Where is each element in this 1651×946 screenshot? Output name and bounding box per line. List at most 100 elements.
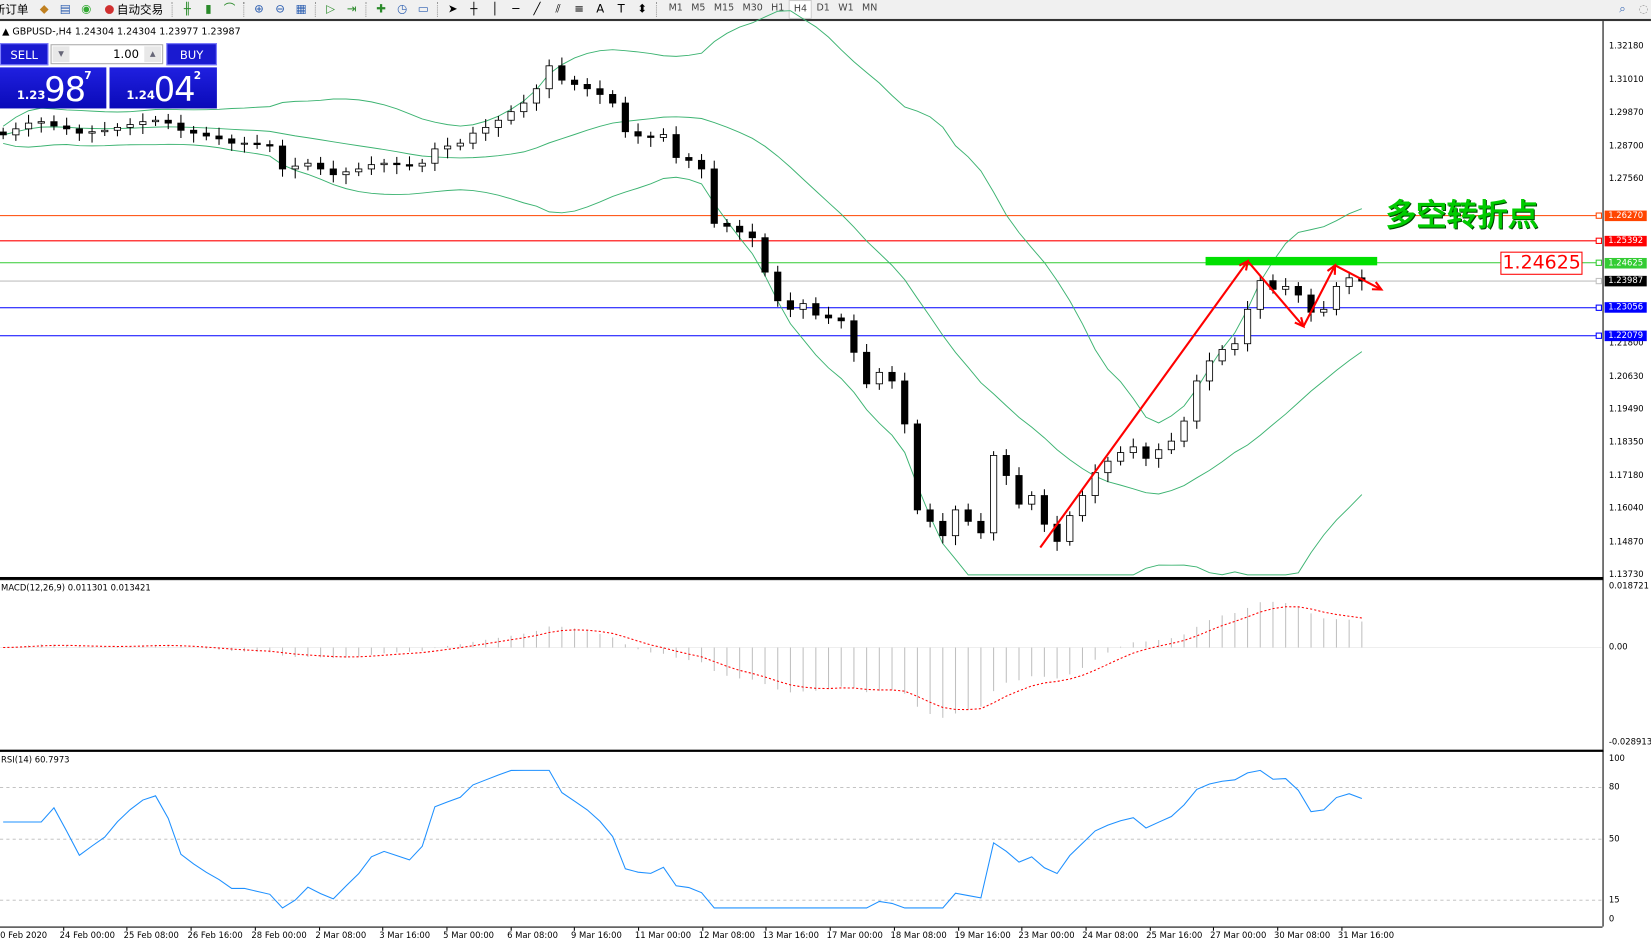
- separator: [171, 2, 174, 17]
- time-axis-label: 31 Mar 16:00: [1337, 930, 1395, 941]
- lot-increase-icon[interactable]: ▲: [144, 46, 162, 63]
- macd-title: MACD(12,26,9) 0.011301 0.013421: [1, 583, 151, 593]
- candle-bearish: [609, 94, 617, 104]
- templates-icon[interactable]: ▭: [417, 2, 429, 16]
- candle-bullish: [799, 303, 807, 310]
- separator: [655, 2, 658, 17]
- auto-trading-label: 自动交易: [116, 3, 164, 17]
- trendline-icon[interactable]: ╱: [533, 2, 541, 16]
- price-axis-label: 1.16040: [1608, 503, 1644, 513]
- time-tick: [318, 927, 320, 931]
- rsi-panel[interactable]: [0, 750, 1604, 927]
- ask-price-box[interactable]: 1.24 04 2: [109, 67, 217, 110]
- rsi-line: [3, 769, 1363, 909]
- search-icon[interactable]: ⌕: [1619, 2, 1626, 16]
- crosshair-icon[interactable]: ┼: [470, 2, 478, 16]
- candle-bearish: [647, 135, 655, 138]
- candle-bearish: [786, 300, 795, 310]
- candle-bearish: [888, 371, 896, 382]
- timeframe-h1[interactable]: H1: [771, 3, 785, 14]
- time-axis-label: 25 Mar 16:00: [1146, 930, 1203, 941]
- data-window-icon[interactable]: ▤: [59, 2, 71, 16]
- vertical-line-icon[interactable]: │: [491, 2, 499, 16]
- market-watch-icon[interactable]: ◆: [39, 2, 49, 16]
- line-handle: [1595, 259, 1602, 266]
- reversal-point-annotation: 多空转折点: [1385, 196, 1539, 233]
- fibonacci-icon[interactable]: ≡: [574, 2, 584, 16]
- text-label-icon[interactable]: T: [617, 2, 625, 16]
- indicators-icon[interactable]: ✚: [376, 2, 387, 16]
- candle-bearish: [710, 168, 718, 224]
- chart-symbol-ohlc: GBPUSD-,H4 1.24304 1.24304 1.23977 1.239…: [12, 27, 241, 38]
- zoom-out-icon[interactable]: ⊖: [275, 2, 285, 16]
- bid-price-box[interactable]: 1.23 98 7: [0, 67, 107, 110]
- price-axis-label: 1.14870: [1608, 536, 1644, 547]
- lot-decrease-icon[interactable]: ▼: [52, 46, 70, 63]
- candle-bullish: [1205, 360, 1214, 382]
- sell-button[interactable]: SELL: [0, 43, 49, 66]
- main-chart-panel[interactable]: [0, 21, 1604, 580]
- candle-bearish: [317, 162, 325, 170]
- time-axis-label: 6 Mar 08:00: [507, 930, 558, 941]
- timeframe-m30[interactable]: M30: [742, 3, 763, 14]
- price-axis-label: 1.27560: [1608, 173, 1644, 183]
- candle-bullish: [291, 165, 299, 170]
- zoom-in-icon[interactable]: ⊕: [254, 2, 264, 16]
- text-tool-icon[interactable]: A: [596, 2, 605, 16]
- new-order-button[interactable]: 新订单: [0, 3, 29, 17]
- timeframe-m5[interactable]: M5: [691, 3, 706, 14]
- horizontal-line-icon[interactable]: ─: [512, 2, 520, 16]
- line-chart-icon[interactable]: ⌒: [223, 2, 236, 16]
- timeframe-w1[interactable]: W1: [838, 3, 854, 14]
- candle-bullish: [1117, 452, 1125, 462]
- candle-bullish: [1066, 515, 1074, 542]
- candle-bullish: [1193, 380, 1201, 422]
- periods-icon[interactable]: ◷: [397, 2, 408, 16]
- time-tick: [1085, 927, 1087, 931]
- bar-chart-icon[interactable]: ╫: [183, 2, 191, 16]
- candle-bullish: [482, 126, 490, 134]
- separator: [436, 2, 439, 17]
- auto-trading-button[interactable]: ● 自动交易: [100, 1, 165, 18]
- line-handle: [1595, 212, 1602, 219]
- time-tick: [62, 927, 64, 931]
- arrows-icon[interactable]: ⬍: [637, 2, 648, 16]
- line-handle: [1595, 277, 1602, 285]
- chat-icon[interactable]: ◌: [1638, 2, 1649, 16]
- chart-shift-icon[interactable]: ⇥: [346, 2, 357, 16]
- signals-icon[interactable]: ◉: [81, 2, 92, 16]
- lot-size-stepper[interactable]: ▼ 1.00 ▲: [50, 44, 164, 65]
- candle-bearish: [863, 351, 871, 385]
- timeframe-mn[interactable]: MN: [862, 3, 878, 14]
- candle-bullish: [875, 371, 883, 385]
- candle-bullish: [1345, 277, 1353, 287]
- timeframe-h4[interactable]: H4: [788, 0, 813, 19]
- price-axis-label: 1.18350: [1608, 437, 1644, 447]
- candlestick-icon[interactable]: ▮: [205, 2, 212, 16]
- buy-button[interactable]: BUY: [166, 43, 217, 66]
- timeframe-d1[interactable]: D1: [816, 3, 830, 14]
- timeframe-m15[interactable]: M15: [713, 3, 735, 14]
- time-axis-label: 24 Mar 08:00: [1082, 930, 1139, 941]
- timeframe-m1[interactable]: M1: [668, 3, 683, 14]
- rsi-axis-80: 80: [1608, 782, 1620, 792]
- cursor-icon[interactable]: ➤: [447, 2, 458, 16]
- price-axis-label: 1.32180: [1608, 41, 1644, 51]
- auto-scroll-icon[interactable]: ▷: [326, 2, 336, 16]
- candle-bearish: [215, 135, 223, 140]
- macd-axis-max: 0.018721: [1608, 581, 1650, 591]
- time-axis-label: 3 Mar 16:00: [379, 930, 431, 941]
- price-label-annotation: 1.24625: [1500, 251, 1583, 275]
- candle-bullish: [520, 102, 528, 113]
- price-axis-label: 1.29870: [1608, 107, 1644, 117]
- time-tick: [574, 927, 576, 931]
- equidistant-channel-icon[interactable]: ⫽: [555, 2, 561, 16]
- candle-bearish: [202, 132, 210, 137]
- time-tick: [829, 927, 831, 931]
- lot-size-input[interactable]: 1.00: [113, 47, 139, 62]
- candle-bearish: [190, 129, 198, 134]
- candle-bearish: [1294, 285, 1302, 296]
- price-tag: 1.26270: [1604, 210, 1647, 221]
- rsi-axis-15: 15: [1608, 894, 1620, 905]
- tile-windows-icon[interactable]: ▦: [295, 2, 307, 16]
